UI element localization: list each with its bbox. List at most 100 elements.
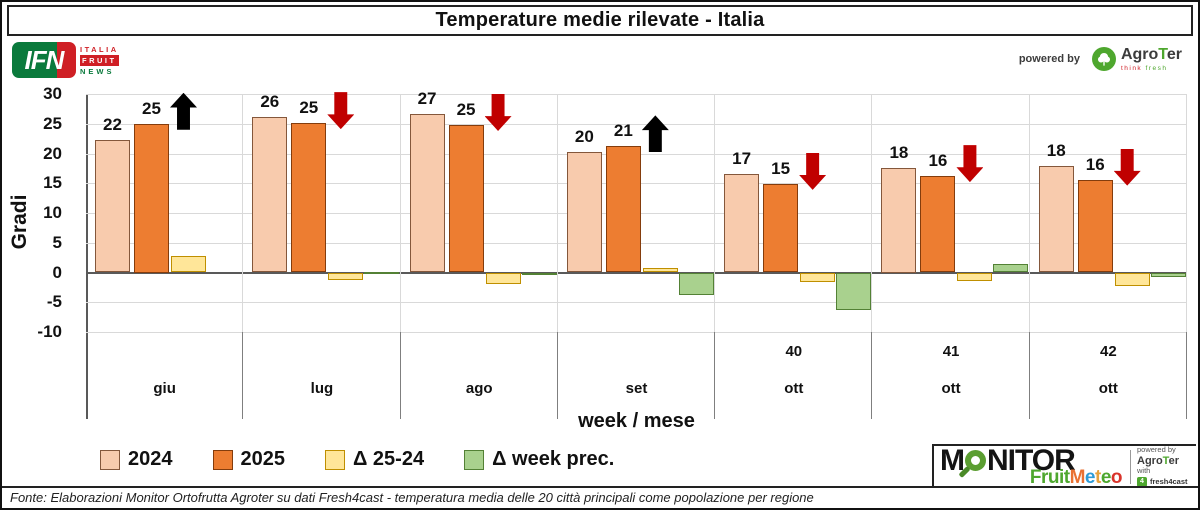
gridline [556, 94, 558, 332]
gridline [86, 332, 1187, 333]
fruitmeteo-wordmark: FruitMeteo [940, 466, 1124, 488]
category-separator [714, 332, 716, 419]
category-separator [242, 332, 244, 419]
x-axis-category-labels: giu lug ago set 40 ott 41 ott 42 ott [86, 332, 1187, 419]
monitor-text-m: M [940, 443, 965, 477]
ifn-logo: IFN ITALIA FRUIT NEWS [12, 42, 119, 78]
bar-delta-25-24-giu [171, 256, 206, 273]
legend-swatch [212, 449, 233, 470]
legend-item: 2025 [212, 448, 286, 471]
bar-delta-week-prec-ago [521, 272, 557, 276]
y-tick-label: 5 [52, 232, 62, 252]
value-label: 18 [1046, 140, 1066, 160]
y-tick-label: 20 [43, 143, 62, 163]
bar-delta-week-prec-ott41 [993, 264, 1029, 273]
logo-agroter-label: AgroTer [1137, 454, 1179, 467]
bar-delta-week-prec-ott42 [1150, 272, 1186, 278]
bar-delta-25-24-ott40 [800, 272, 836, 283]
y-tick-label: 30 [43, 84, 62, 103]
bar-delta-25-24-ott41 [957, 272, 993, 281]
gridline [86, 302, 1187, 304]
ifn-fruit-label: FRUIT [80, 54, 119, 66]
fruit-text: Fruit [1029, 466, 1070, 488]
value-label: 16 [928, 151, 948, 171]
logo-with-label: with [1137, 466, 1151, 476]
week-number-label: 42 [1100, 343, 1117, 360]
value-label: 15 [771, 158, 791, 178]
month-label: ott [941, 380, 961, 397]
y-axis-line [86, 94, 88, 419]
value-label: 21 [613, 121, 633, 141]
bar-2025-ott42 [1077, 179, 1113, 273]
week-number-label: 41 [942, 343, 960, 360]
y-axis-tick-labels: 30 25 20 15 10 5 0 -5 -10 [2, 84, 62, 341]
meteo-letter: e [1100, 466, 1112, 488]
month-label: ott [1098, 380, 1118, 397]
legend-swatch [464, 449, 485, 470]
gridline [86, 94, 1187, 95]
bar-delta-week-prec-ott40 [836, 272, 872, 310]
value-label: 25 [456, 99, 476, 119]
month-label: ago [465, 380, 493, 397]
fresh4cast-label: fresh4cast [1150, 476, 1188, 486]
value-label: 22 [103, 114, 122, 134]
monitor-wordmark: M NITOR FruitMeteo [934, 443, 1124, 488]
legend-swatch [325, 449, 345, 470]
meteo-letter: M [1069, 466, 1086, 488]
chart-title-box: Temperature medie rilevate - Italia [7, 5, 1193, 36]
legend-label: Δ 25-24 [353, 448, 425, 470]
bar-2024-ott40 [724, 174, 760, 273]
agroter-tree-icon [1091, 47, 1116, 71]
value-label: 25 [142, 98, 161, 118]
header-powered-by: powered by AgroTer think fresh [1019, 46, 1182, 73]
month-label: ott [784, 380, 804, 397]
y-tick-label: 25 [43, 113, 62, 133]
value-label: 17 [732, 149, 752, 169]
category-separator [556, 332, 558, 419]
monitor-fruitmeteo-logo: M NITOR FruitMeteo powered by AgroTer wi… [932, 444, 1196, 487]
x-axis-title: week / mese [578, 410, 695, 432]
bar-2024-lug [252, 116, 288, 273]
ifn-news-label: NEWS [80, 66, 115, 76]
bar-2025-giu [134, 123, 169, 273]
bar-2024-ott41 [881, 168, 917, 273]
monitor-text-rest: NITOR [987, 443, 1076, 477]
meteo-letter: o [1110, 466, 1123, 488]
gridline [714, 94, 716, 332]
bar-2024-giu [95, 139, 130, 273]
category-separator [1186, 332, 1187, 419]
footer-divider [2, 486, 1198, 488]
bar-2025-lug [291, 123, 327, 273]
category-separator [399, 332, 401, 419]
value-label: 18 [889, 143, 909, 163]
bar-2025-ott40 [763, 183, 799, 273]
legend-item: Δ week prec. [464, 448, 614, 471]
gridline [1028, 94, 1030, 332]
bar-2024-ago [409, 114, 445, 273]
page-title: Temperature medie rilevate - Italia [435, 9, 765, 31]
agroter-wordmark: AgroTer [1120, 46, 1182, 63]
chart-legend: 2024 2025 Δ 25-24 Δ week prec. [100, 448, 614, 471]
bar-delta-week-prec-lug [364, 271, 400, 274]
legend-label: Δ week prec. [492, 448, 615, 470]
value-label: 20 [574, 126, 594, 146]
legend-item: Δ 25-24 [325, 448, 424, 471]
logo-divider [1130, 449, 1131, 484]
y-tick-label: 10 [43, 203, 62, 222]
agroter-logo: AgroTer think fresh [1091, 46, 1182, 72]
fresh4cast-logo: 4 fresh4cast [1137, 476, 1188, 487]
bar-2025-ott41 [920, 176, 956, 273]
category-separator [871, 332, 873, 419]
bar-2024-ott42 [1038, 165, 1074, 273]
meteo-letter: e [1084, 466, 1096, 488]
agroter-tagline: think fresh [1120, 65, 1168, 72]
legend-label: 2025 [240, 448, 286, 470]
gridline [871, 94, 873, 332]
bar-delta-25-24-ott42 [1114, 272, 1150, 287]
bar-delta-week-prec-set [678, 272, 714, 295]
value-label: 26 [260, 91, 280, 111]
gridline [86, 123, 1187, 125]
logo-powered-by-label: powered by [1137, 445, 1176, 455]
value-label: 27 [417, 89, 437, 109]
